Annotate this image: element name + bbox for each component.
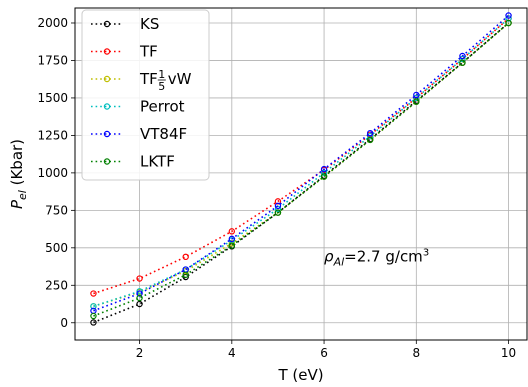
series-4 xyxy=(90,12,512,314)
series-line xyxy=(93,22,510,324)
legend-label: TF xyxy=(139,43,158,61)
legend-marker xyxy=(103,103,111,110)
legend-item: Perrot xyxy=(91,98,185,116)
data-point xyxy=(182,271,189,278)
data-point xyxy=(90,312,97,320)
legend-box xyxy=(81,9,210,181)
legend-label: KS xyxy=(140,15,159,33)
data-point xyxy=(459,59,466,66)
data-point xyxy=(228,235,236,243)
data-point xyxy=(366,136,374,144)
y-axis-label-unit: (Kbar) xyxy=(8,139,26,190)
legend-label-suffix: vW xyxy=(168,70,192,88)
y-tick-label: 1500 xyxy=(37,91,68,105)
x-tick-label: 4 xyxy=(228,346,236,360)
legend-marker xyxy=(103,158,111,165)
y-tick-label: 250 xyxy=(45,278,68,292)
series-layer xyxy=(90,12,512,326)
y-axis-label-sub: el xyxy=(16,190,29,200)
data-point xyxy=(320,165,328,173)
x-tick-label: 6 xyxy=(320,346,328,360)
y-tick-label: 0 xyxy=(60,316,68,330)
x-tick-label: 10 xyxy=(501,346,516,360)
legend-item: VT84F xyxy=(91,125,187,143)
ticks: 2 4 6 8 10 0 250 500 750 1000 1250 1500 1750 2000 xyxy=(37,16,516,360)
series-5 xyxy=(90,19,512,320)
x-tick-label: 8 xyxy=(412,346,420,360)
data-point xyxy=(182,253,189,261)
data-point xyxy=(505,12,512,19)
data-point xyxy=(274,198,282,205)
legend-frac-den: 5 xyxy=(158,80,165,93)
legend-marker xyxy=(103,130,111,138)
data-point xyxy=(90,303,97,310)
data-point xyxy=(136,294,143,302)
legend-item: TF xyxy=(91,43,158,61)
data-point xyxy=(320,173,328,180)
data-point xyxy=(505,19,512,27)
y-tick-label: 2000 xyxy=(37,16,68,30)
data-point xyxy=(136,300,143,308)
y-tick-label: 750 xyxy=(45,203,68,217)
annotation-value: =2.7 g/cm xyxy=(344,247,423,265)
data-point xyxy=(228,240,236,247)
series-line xyxy=(93,22,510,308)
legend-item: KS xyxy=(91,15,159,33)
legend-label: TF xyxy=(139,70,158,88)
x-axis-label: T (eV) xyxy=(277,366,323,384)
data-point xyxy=(136,275,143,282)
series-line xyxy=(93,17,510,308)
data-point xyxy=(228,228,236,235)
series-line xyxy=(93,17,510,295)
data-point xyxy=(90,319,97,326)
data-point xyxy=(136,288,143,295)
annotation-sup: 3 xyxy=(423,247,429,258)
annotation-rho: ρ xyxy=(324,247,334,265)
data-point xyxy=(413,98,420,105)
legend-item: TF 15 vW xyxy=(91,68,192,93)
data-point xyxy=(274,209,282,216)
y-axis-label-main: P xyxy=(8,199,26,209)
data-point xyxy=(228,242,236,249)
data-point xyxy=(90,290,97,297)
annotation-rho-sub: Al xyxy=(333,255,345,268)
legend-marker xyxy=(103,75,111,83)
legend-label: VT84F xyxy=(140,125,187,143)
x-tick-label: 2 xyxy=(136,346,144,360)
legend-marker xyxy=(103,48,111,55)
data-point xyxy=(459,52,466,60)
legend-label: Perrot xyxy=(140,98,185,116)
y-tick-label: 1250 xyxy=(37,128,68,142)
y-tick-label: 1750 xyxy=(37,53,68,67)
legend-label: LKTF xyxy=(140,153,175,171)
series-line xyxy=(93,22,510,317)
y-tick-label: 500 xyxy=(45,241,68,255)
plot-frame xyxy=(74,7,528,341)
density-annotation: ρAl=2.7 g/cm3 xyxy=(324,247,429,268)
data-point xyxy=(320,169,328,177)
legend-marker xyxy=(103,20,111,28)
legend-item: LKTF xyxy=(91,153,175,171)
y-axis-label: Pel (Kbar) xyxy=(8,139,29,209)
data-point xyxy=(413,91,420,99)
legend-frac-num: 1 xyxy=(158,68,165,81)
data-point xyxy=(366,129,374,137)
data-point xyxy=(136,290,143,297)
data-point xyxy=(274,202,282,210)
y-tick-label: 1000 xyxy=(37,166,68,180)
